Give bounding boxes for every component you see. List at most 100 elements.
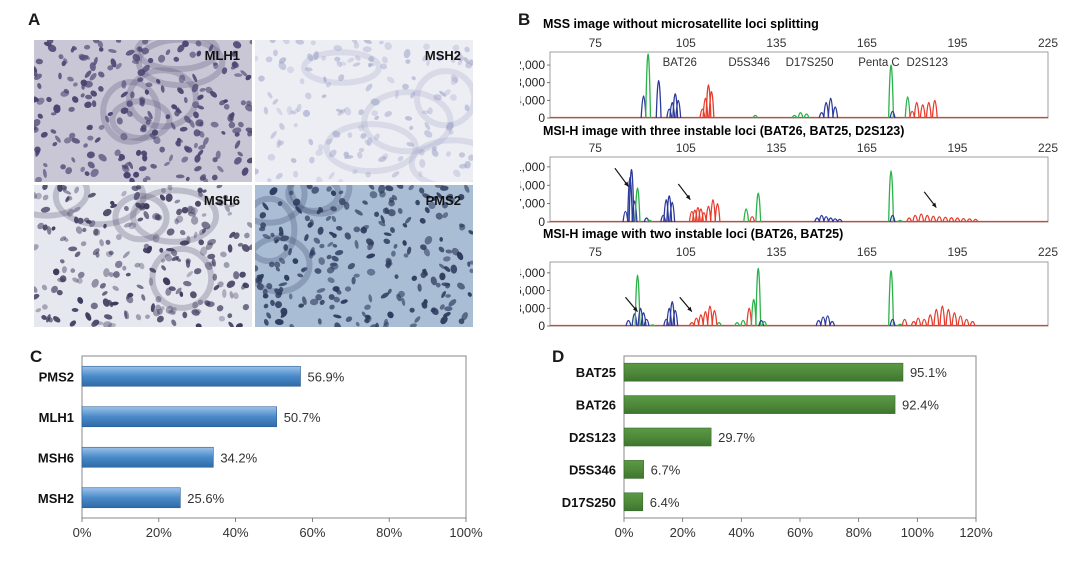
cell-nucleus (72, 96, 79, 103)
cell-nucleus (469, 260, 473, 265)
micrograph-pms2-image (255, 185, 473, 327)
micrograph-label-msh6: MSH6 (203, 193, 240, 208)
cell-nucleus (107, 112, 113, 116)
cell-nucleus (122, 251, 130, 259)
cell-nucleus (457, 282, 465, 290)
cell-nucleus (237, 151, 243, 157)
cell-nucleus (279, 257, 286, 265)
cell-nucleus (60, 185, 67, 191)
panel-letter-d: D (552, 347, 564, 366)
cell-nucleus (335, 108, 344, 113)
peak (904, 96, 911, 119)
cell-nucleus (170, 122, 176, 130)
cell-nucleus (199, 121, 204, 127)
cell-nucleus (397, 208, 403, 214)
cell-nucleus (323, 76, 327, 83)
cell-nucleus (121, 190, 127, 197)
cell-nucleus (107, 65, 114, 71)
peak (669, 101, 676, 119)
cell-nucleus (203, 137, 209, 146)
peak (634, 187, 641, 223)
cell-nucleus (469, 59, 473, 66)
cell-nucleus (450, 74, 459, 83)
cell-nucleus (74, 251, 81, 258)
cell-nucleus (139, 100, 146, 106)
cell-nucleus (438, 246, 445, 253)
cell-nucleus (196, 50, 202, 57)
x-tick-label: 60% (787, 525, 813, 540)
cell-nucleus (427, 107, 433, 115)
cell-nucleus (212, 273, 218, 281)
locus-label: D5S346 (728, 57, 770, 69)
cell-nucleus (402, 223, 408, 228)
cell-nucleus (35, 176, 42, 182)
cell-nucleus (276, 139, 281, 148)
cell-nucleus (361, 224, 370, 231)
cell-nucleus (102, 291, 108, 296)
cell-nucleus (288, 247, 292, 256)
cell-nucleus (423, 43, 430, 50)
cell-nucleus (368, 63, 373, 68)
cell-nucleus (51, 285, 58, 293)
cell-nucleus (440, 185, 449, 191)
cell-nucleus (197, 94, 204, 100)
cell-nucleus (332, 244, 338, 248)
cell-nucleus (439, 237, 444, 242)
cell-nucleus (409, 307, 415, 313)
cell-nucleus (331, 255, 339, 262)
cell-nucleus (441, 290, 447, 299)
peak (897, 219, 904, 223)
cell-nucleus (446, 122, 454, 131)
peak (660, 214, 667, 223)
gland-structure (408, 137, 473, 182)
cell-nucleus (369, 324, 377, 327)
cell-nucleus (186, 235, 191, 244)
cell-nucleus (365, 315, 372, 322)
micrograph-label-msh2: MSH2 (424, 48, 461, 63)
cell-nucleus (333, 314, 342, 319)
gland-structure (126, 67, 199, 130)
cell-nucleus (207, 238, 217, 246)
cell-nucleus (228, 321, 234, 327)
cell-nucleus (181, 206, 189, 214)
x-tick-label: 100% (449, 525, 483, 540)
peak (921, 318, 928, 327)
cell-nucleus (157, 308, 163, 315)
cell-nucleus (179, 126, 188, 132)
micrograph-msh6: MSH6 (34, 185, 252, 327)
cell-nucleus (336, 60, 343, 68)
cell-nucleus (231, 50, 238, 57)
peak (697, 208, 704, 223)
cell-nucleus (469, 268, 473, 274)
cell-nucleus (459, 224, 466, 231)
cell-nucleus (391, 250, 396, 257)
cell-nucleus (227, 313, 233, 319)
cell-nucleus (34, 67, 38, 77)
y-tick-label: 7,000 (520, 197, 545, 211)
cell-nucleus (445, 294, 451, 298)
y-tick-label: 0 (538, 319, 545, 333)
cell-nucleus (97, 321, 104, 326)
cell-nucleus (431, 307, 439, 315)
peak (927, 314, 934, 327)
cell-nucleus (248, 244, 252, 250)
cell-nucleus (80, 166, 86, 173)
cell-nucleus (87, 135, 94, 141)
cell-nucleus (193, 231, 198, 239)
cell-nucleus (65, 167, 73, 175)
cell-nucleus (468, 154, 473, 161)
cell-nucleus (327, 277, 335, 284)
cell-nucleus (168, 309, 176, 315)
cell-nucleus (458, 152, 466, 158)
cell-nucleus (193, 142, 198, 149)
cell-nucleus (403, 253, 409, 258)
cell-nucleus (89, 220, 96, 228)
cell-nucleus (242, 303, 250, 311)
cell-nucleus (262, 202, 269, 211)
cell-nucleus (258, 75, 265, 82)
cell-nucleus (82, 227, 87, 233)
cell-nucleus (113, 271, 120, 278)
cell-nucleus (371, 110, 378, 117)
cell-nucleus (185, 259, 191, 268)
cell-nucleus (411, 275, 418, 281)
